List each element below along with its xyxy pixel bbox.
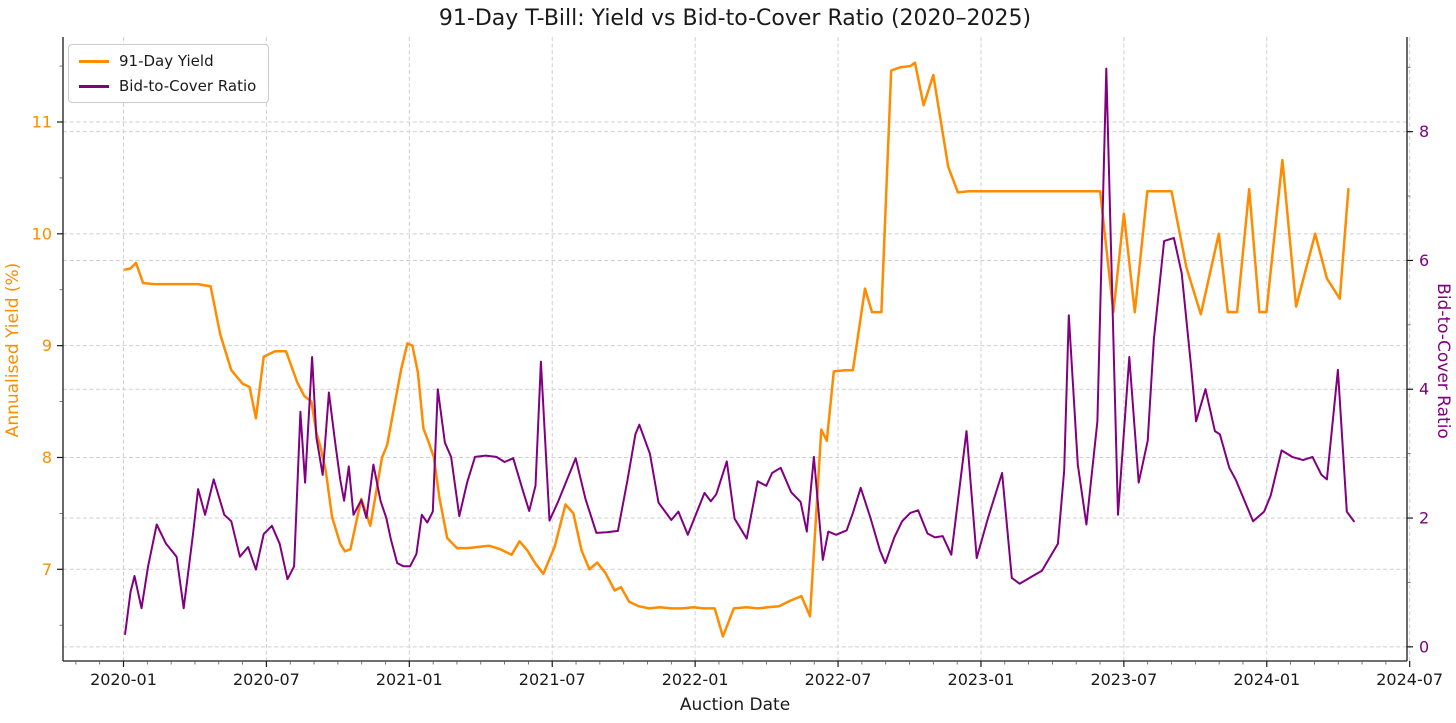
svg-text:10: 10: [32, 224, 52, 243]
left-y-axis-label: Annualised Yield (%): [3, 262, 23, 438]
yield-line-swatch-icon: [79, 59, 109, 63]
svg-text:2020-01: 2020-01: [90, 670, 157, 689]
right-y-axis-label: Bid-to-Cover Ratio: [1433, 283, 1453, 439]
legend-label-bid-to-cover: Bid-to-Cover Ratio: [119, 77, 257, 95]
legend-label-yield: 91-Day Yield: [119, 52, 214, 70]
svg-text:2: 2: [1419, 509, 1429, 528]
svg-text:2022-07: 2022-07: [805, 670, 872, 689]
svg-text:2023-07: 2023-07: [1090, 670, 1157, 689]
x-axis-label: Auction Date: [679, 695, 791, 715]
svg-text:2021-07: 2021-07: [519, 670, 586, 689]
svg-text:6: 6: [1419, 251, 1429, 270]
svg-text:8: 8: [1419, 122, 1429, 141]
legend-item-yield: 91-Day Yield: [79, 52, 256, 70]
chart-title: 91-Day T-Bill: Yield vs Bid-to-Cover Rat…: [438, 6, 1032, 31]
svg-text:11: 11: [32, 112, 52, 131]
svg-text:2022-01: 2022-01: [662, 670, 729, 689]
svg-text:2024-01: 2024-01: [1233, 670, 1300, 689]
svg-text:4: 4: [1419, 380, 1429, 399]
svg-text:2021-01: 2021-01: [376, 670, 443, 689]
bid-to-cover-line-swatch-icon: [79, 84, 109, 88]
svg-text:2020-07: 2020-07: [233, 670, 300, 689]
svg-text:8: 8: [42, 448, 52, 467]
svg-text:0: 0: [1419, 637, 1429, 656]
svg-text:2024-07: 2024-07: [1376, 670, 1443, 689]
legend-item-bid-to-cover: Bid-to-Cover Ratio: [79, 77, 256, 95]
svg-text:9: 9: [42, 336, 52, 355]
svg-text:2023-01: 2023-01: [948, 670, 1015, 689]
legend: 91-Day Yield Bid-to-Cover Ratio: [68, 44, 270, 103]
svg-text:7: 7: [42, 560, 52, 579]
